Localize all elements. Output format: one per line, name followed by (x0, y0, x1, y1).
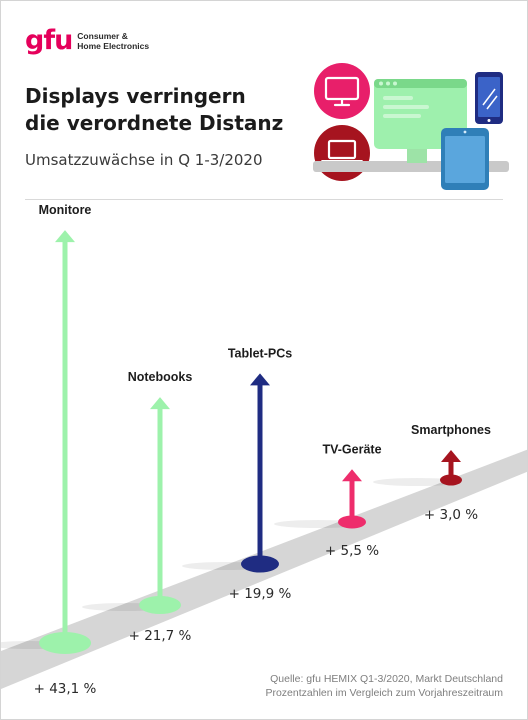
bar-arrowhead-tv-ger-te (342, 469, 362, 482)
logo-line-2: Home Electronics (77, 40, 150, 51)
chart-marks: Monitore + 43,1 % Notebooks + 21,7 % Tablet-… (1, 203, 491, 697)
divider (25, 199, 503, 200)
smartphone-icon (475, 72, 503, 124)
bar-tablet-pcs (257, 383, 263, 564)
source-line-1: Quelle: gfu HEMIX Q1-3/2020, Markt Deuts… (270, 673, 503, 685)
category-label-monitore: Monitore (39, 203, 92, 217)
bar-monitore (62, 240, 68, 644)
bar-arrowhead-tablet-pcs (250, 373, 270, 386)
headline-line-1: Displays verringern (25, 84, 246, 108)
value-label-smartphones: + 3,0 % (424, 507, 478, 523)
bar-arrowhead-notebooks (150, 397, 170, 410)
source-line-2: Prozentzahlen im Vergleich zum Vorjahres… (265, 687, 503, 699)
bar-tv-ger-te (349, 479, 355, 522)
headline: Displays verringern die verordnete Dista… (25, 83, 283, 137)
bar-arrowhead-monitore (55, 230, 75, 243)
category-label-notebooks: Notebooks (128, 370, 193, 384)
value-label-notebooks: + 21,7 % (129, 628, 192, 644)
bar-shadow-smartphones (373, 478, 461, 486)
category-label-tablet-pcs: Tablet-PCs (228, 346, 292, 360)
bar-notebooks (157, 407, 163, 605)
gfu-logo: gfu Consumer & Home Electronics (25, 27, 149, 54)
bar-smartphones (448, 460, 454, 480)
value-label-tv-ger-te: + 5,5 % (325, 543, 379, 559)
value-label-monitore: + 43,1 % (34, 681, 97, 697)
monitor-icon (314, 63, 370, 119)
device-illustration (313, 63, 509, 190)
category-label-smartphones: Smartphones (411, 423, 491, 437)
subtitle: Umsatzzuwächse in Q 1-3/2020 (25, 151, 263, 169)
logo-mark: gfu (25, 25, 73, 56)
logo-text: Consumer & Home Electronics (77, 31, 149, 51)
value-label-tablet-pcs: + 19,9 % (229, 586, 292, 602)
logo-line-1: Consumer & (77, 30, 128, 41)
category-label-tv-ger-te: TV-Geräte (322, 442, 381, 456)
tablet-icon (441, 128, 489, 190)
headline-line-2: die verordnete Distanz (25, 111, 284, 135)
source-note: Quelle: gfu HEMIX Q1-3/2020, Markt Deuts… (265, 672, 503, 700)
bar-arrowhead-smartphones (441, 450, 461, 462)
